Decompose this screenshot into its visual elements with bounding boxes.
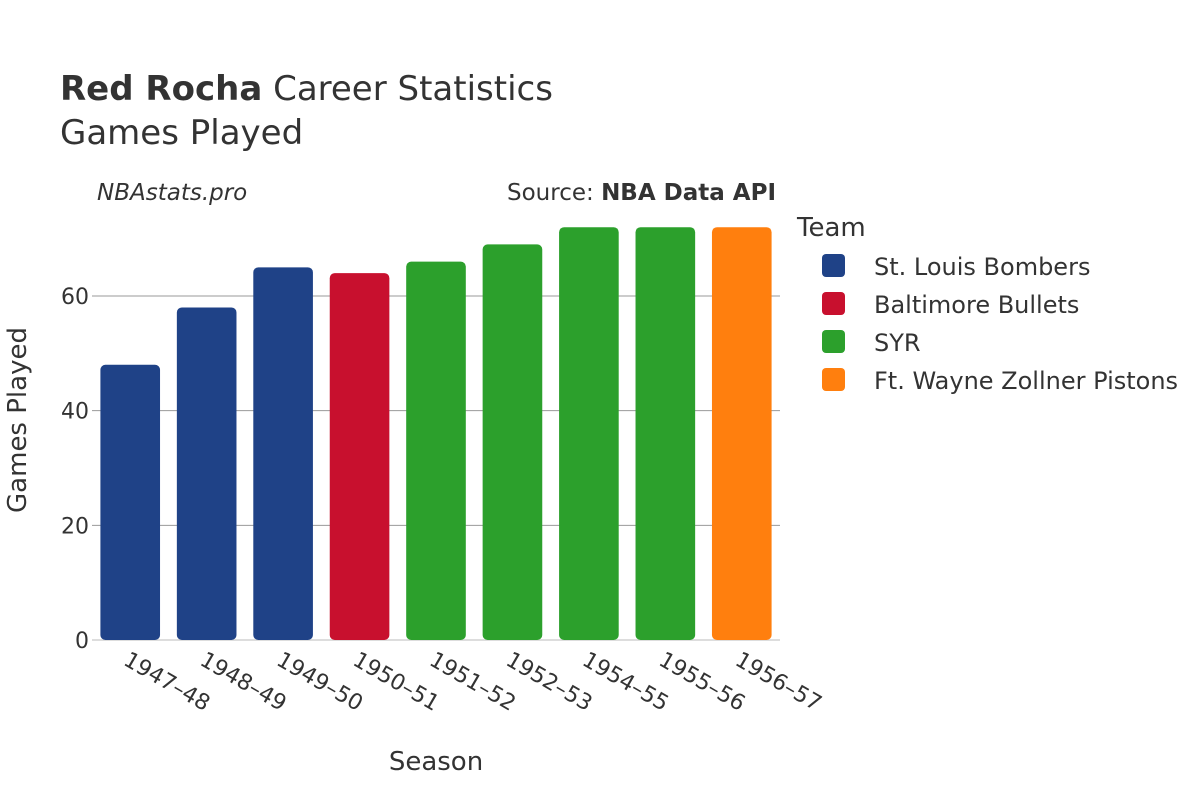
y-tick-label-1: 20 — [61, 514, 89, 539]
legend-swatch-2 — [822, 330, 845, 353]
bars — [100, 227, 772, 640]
x-tick-label-3: 1950–51 — [349, 648, 444, 717]
legend-title: Team — [796, 213, 866, 243]
title-rest: Career Statistics — [273, 69, 553, 109]
x-axis-title: Season — [389, 747, 483, 777]
y-axis-title: Games Played — [3, 327, 33, 513]
legend-label-0: St. Louis Bombers — [874, 253, 1090, 281]
source-prefix: Source: — [507, 180, 601, 206]
x-tick-label-2: 1949–50 — [272, 648, 367, 717]
x-tick-label-0: 1947–48 — [119, 648, 214, 717]
y-tick-label-0: 0 — [75, 629, 89, 654]
legend-label-2: SYR — [874, 329, 921, 357]
bar-1954–55 — [559, 227, 619, 640]
bar-1956–57 — [711, 227, 772, 640]
player-name: Red Rocha — [60, 69, 262, 109]
legend-swatch-3 — [822, 368, 845, 391]
legend: St. Louis Bombers Baltimore Bullets SYR Ft.… — [822, 253, 1178, 395]
x-tick-labels: 1947–481948–491949–501950–511951–521952–… — [119, 648, 825, 717]
bar-1948–49 — [176, 307, 237, 640]
chart-subtitle: Games Played — [60, 113, 303, 153]
x-tick-label-4: 1951–52 — [425, 648, 520, 717]
x-tick-label-6: 1954–55 — [578, 648, 673, 717]
x-tick-label-1: 1948–49 — [196, 648, 291, 717]
legend-label-1: Baltimore Bullets — [874, 291, 1079, 319]
bar-1950–51 — [329, 273, 390, 640]
y-tick-label-3: 60 — [61, 285, 89, 310]
bar-1947–48 — [100, 364, 161, 640]
source-credit: Source: NBA Data API — [507, 180, 776, 206]
watermark: NBAstats.pro — [97, 180, 247, 206]
x-tick-label-5: 1952–53 — [501, 648, 596, 717]
chart-title: Red Rocha Career Statistics — [60, 69, 553, 109]
x-tick-label-7: 1955–56 — [654, 648, 749, 717]
bar-1949–50 — [253, 267, 313, 640]
legend-swatch-0 — [822, 254, 845, 277]
y-tick-labels: 0 20 40 60 — [61, 285, 89, 654]
legend-swatch-1 — [822, 292, 845, 315]
legend-label-3: Ft. Wayne Zollner Pistons — [874, 367, 1178, 395]
x-tick-label-8: 1956–57 — [731, 648, 826, 717]
source-name: NBA Data API — [601, 180, 776, 206]
bar-1955–56 — [635, 227, 696, 640]
bar-1952–53 — [482, 244, 543, 640]
bar-1951–52 — [406, 261, 466, 640]
y-tick-label-2: 40 — [61, 400, 89, 425]
